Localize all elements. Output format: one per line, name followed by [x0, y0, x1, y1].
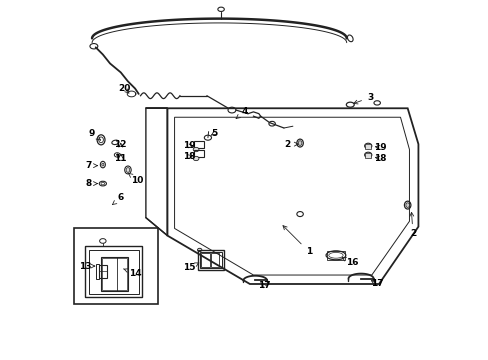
- Bar: [364, 153, 371, 158]
- Text: 16: 16: [342, 257, 358, 267]
- Text: 20: 20: [118, 84, 130, 93]
- Bar: [96, 264, 99, 279]
- Text: 2: 2: [284, 140, 298, 149]
- Ellipse shape: [102, 163, 104, 166]
- Text: 18: 18: [183, 152, 195, 161]
- Text: 3: 3: [353, 93, 372, 104]
- Text: 1: 1: [283, 226, 311, 256]
- Bar: [101, 257, 128, 291]
- Bar: [200, 252, 221, 268]
- Bar: [194, 141, 204, 148]
- Text: 17: 17: [370, 279, 383, 288]
- Text: 8: 8: [85, 179, 97, 188]
- Bar: [88, 250, 139, 294]
- Text: 19: 19: [182, 141, 195, 150]
- Ellipse shape: [405, 203, 408, 207]
- Text: 2: 2: [409, 212, 415, 238]
- Bar: [201, 253, 209, 267]
- Text: 7: 7: [85, 161, 97, 170]
- Ellipse shape: [193, 147, 199, 152]
- Text: 13: 13: [79, 262, 95, 271]
- Bar: [99, 265, 107, 278]
- Bar: [85, 246, 142, 297]
- Bar: [102, 258, 126, 290]
- Bar: [326, 251, 344, 260]
- Text: 4: 4: [236, 107, 247, 118]
- Text: 11: 11: [114, 154, 127, 163]
- Text: 19: 19: [374, 143, 386, 152]
- Ellipse shape: [298, 141, 301, 145]
- Text: 14: 14: [123, 269, 141, 278]
- Text: 17: 17: [257, 281, 270, 290]
- Bar: [364, 144, 371, 149]
- Ellipse shape: [193, 156, 199, 161]
- Bar: [194, 150, 204, 157]
- Bar: [210, 253, 219, 267]
- Text: 15: 15: [183, 263, 199, 273]
- Bar: [74, 228, 158, 304]
- Text: 6: 6: [112, 193, 123, 204]
- Text: 18: 18: [374, 154, 386, 163]
- Bar: [198, 250, 223, 270]
- Text: 10: 10: [128, 173, 143, 185]
- Text: 12: 12: [114, 140, 127, 149]
- Text: 5: 5: [210, 129, 217, 138]
- Text: 9: 9: [89, 129, 100, 140]
- Ellipse shape: [126, 168, 129, 172]
